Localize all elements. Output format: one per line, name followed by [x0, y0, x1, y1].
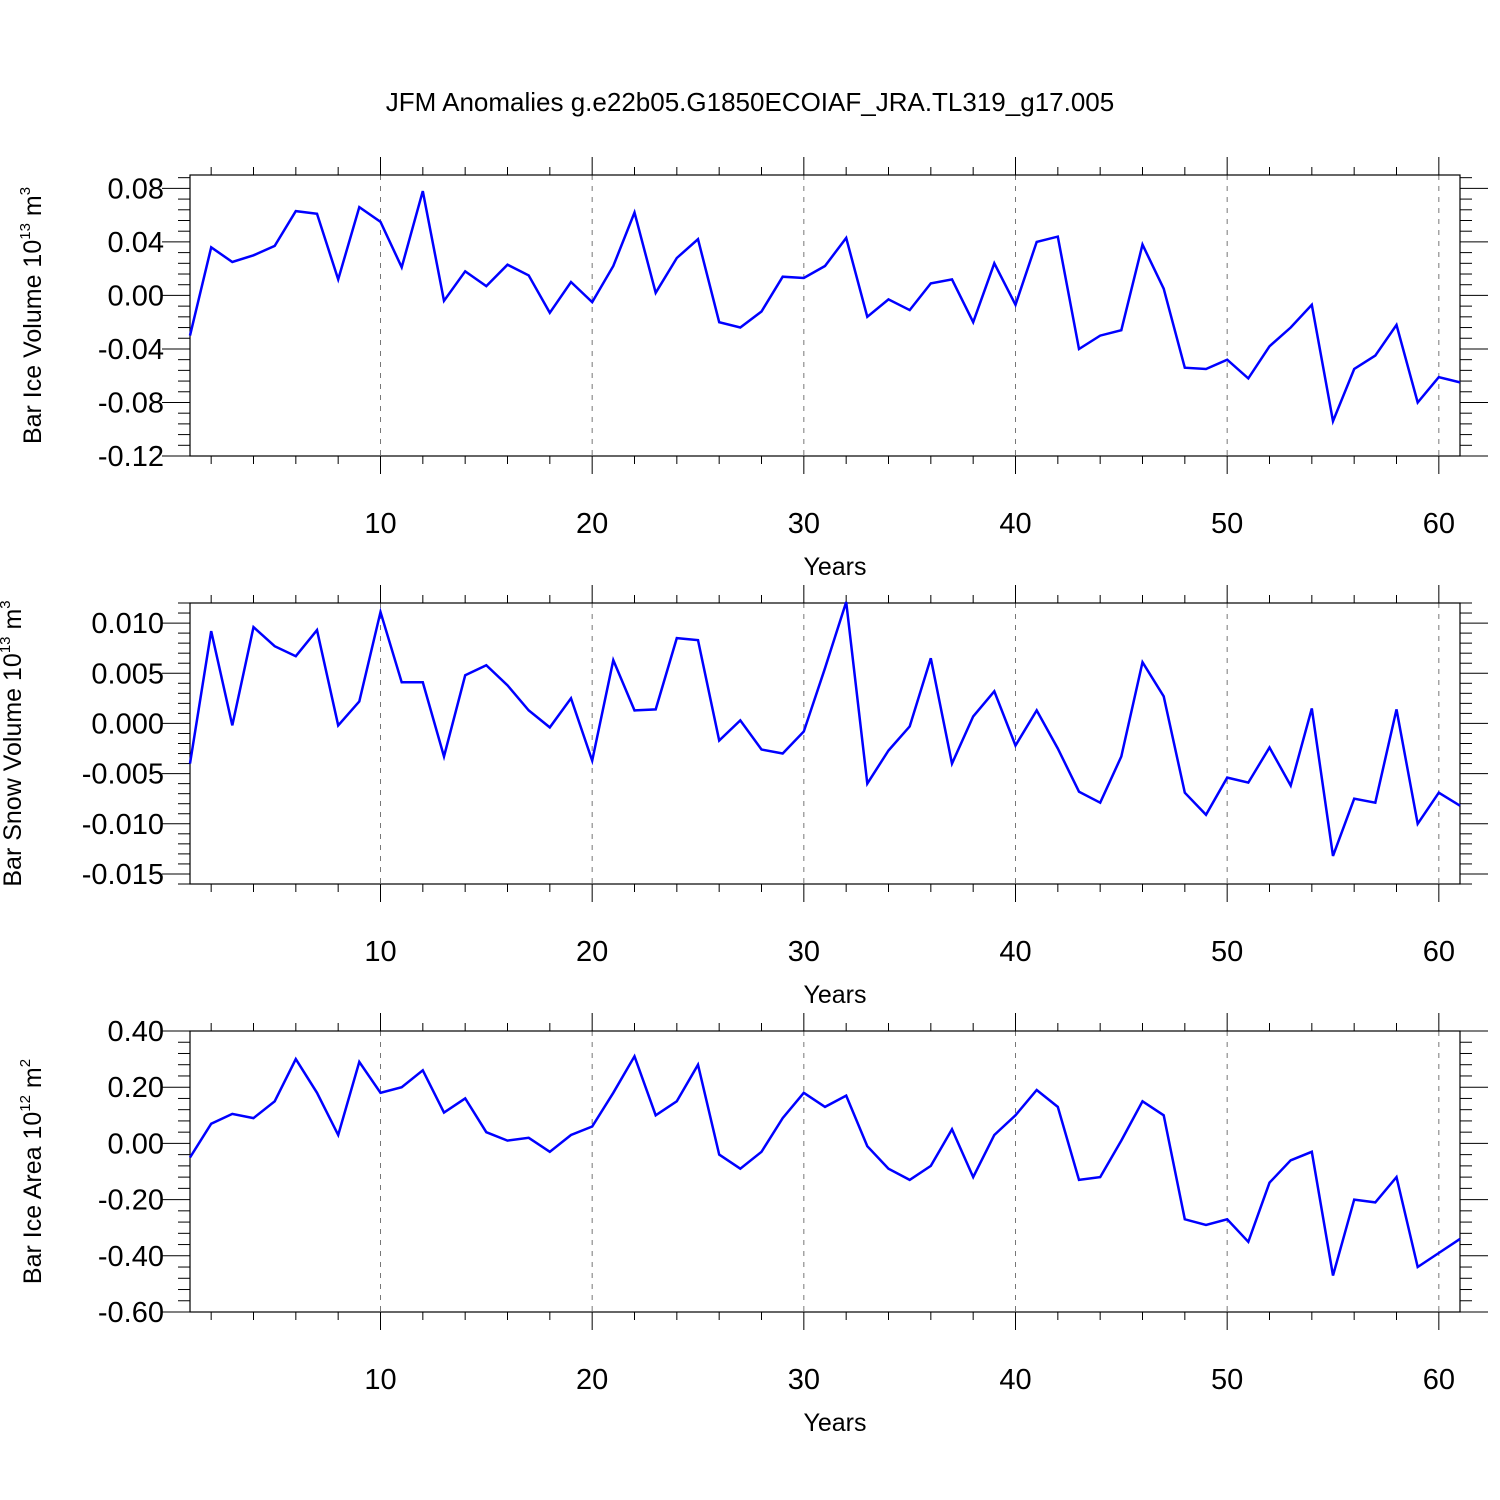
- x-tick-label: 30: [788, 1364, 820, 1396]
- y-tick-label: 0.40: [108, 1016, 164, 1048]
- y-tick-label: -0.40: [98, 1241, 164, 1273]
- y-tick-label: 0.005: [91, 658, 164, 690]
- series-line: [188, 1053, 1461, 1276]
- y-tick-label: -0.60: [98, 1297, 164, 1329]
- y-tick-label: 0.000: [91, 708, 164, 740]
- y-tick-label: 0.010: [91, 608, 164, 640]
- x-axis-label: Years: [803, 553, 866, 581]
- x-tick-label: 10: [364, 1364, 396, 1396]
- plot-frame: [189, 602, 1461, 885]
- x-tick-label: 50: [1211, 936, 1243, 968]
- x-tick-label: 60: [1423, 936, 1455, 968]
- x-tick-label: 40: [999, 1364, 1031, 1396]
- x-tick-label: 30: [788, 936, 820, 968]
- x-tick-label: 20: [576, 508, 608, 540]
- x-tick-label: 60: [1423, 508, 1455, 540]
- y-tick-label: 0.00: [108, 280, 164, 312]
- series-line: [188, 190, 1461, 426]
- x-tick-label: 50: [1211, 1364, 1243, 1396]
- chart-panels: 10 20 30 40 50 60 -0.12 -0.08 -0.04 0.00 0.04 0.08 Y…: [0, 157, 1488, 1437]
- y-tick-label: 0.00: [108, 1128, 164, 1160]
- y-tick-label: -0.04: [98, 334, 164, 366]
- x-axis-label: Years: [803, 1409, 866, 1437]
- chart-title: JFM Anomalies g.e22b05.G1850ECOIAF_JRA.T…: [386, 87, 1114, 117]
- panel-2: 10 20 30 40 50 60 -0.015 -0.010 -0.005 0.000 0.005…: [0, 585, 1488, 1009]
- y-tick-label: -0.015: [82, 859, 164, 891]
- plot-frame: [189, 174, 1461, 457]
- x-tick-label: 50: [1211, 508, 1243, 540]
- x-tick-label: 20: [576, 936, 608, 968]
- y-tick-label: -0.20: [98, 1185, 164, 1217]
- x-tick-label: 60: [1423, 1364, 1455, 1396]
- y-tick-label: 0.20: [108, 1072, 164, 1104]
- plot-frame: [189, 1030, 1461, 1313]
- x-tick-label: 40: [999, 936, 1031, 968]
- y-axis-label: Bar Ice Area 1012 m2: [17, 1059, 47, 1284]
- y-axis-label: Bar Snow Volume 1013 m3: [0, 600, 27, 886]
- panel-1: 10 20 30 40 50 60 -0.12 -0.08 -0.04 0.00 0.04 0.08 Y…: [17, 157, 1488, 581]
- y-tick-label: -0.005: [82, 759, 164, 791]
- x-axis-label: Years: [803, 981, 866, 1009]
- y-tick-label: -0.12: [98, 441, 164, 473]
- x-tick-label: 30: [788, 508, 820, 540]
- x-tick-label: 20: [576, 1364, 608, 1396]
- y-tick-label: -0.010: [82, 809, 164, 841]
- x-tick-label: 10: [364, 936, 396, 968]
- y-axis-label: Bar Ice Volume 1013 m3: [17, 187, 47, 444]
- y-tick-label: 0.08: [108, 173, 164, 205]
- panel-3: 10 20 30 40 50 60 -0.60 -0.40 -0.20 0.00 0.20 0.40 Y…: [17, 1013, 1488, 1437]
- x-tick-label: 40: [999, 508, 1031, 540]
- y-tick-label: -0.08: [98, 387, 164, 419]
- y-tick-label: 0.04: [108, 227, 164, 259]
- series-line: [188, 601, 1461, 857]
- x-tick-label: 10: [364, 508, 396, 540]
